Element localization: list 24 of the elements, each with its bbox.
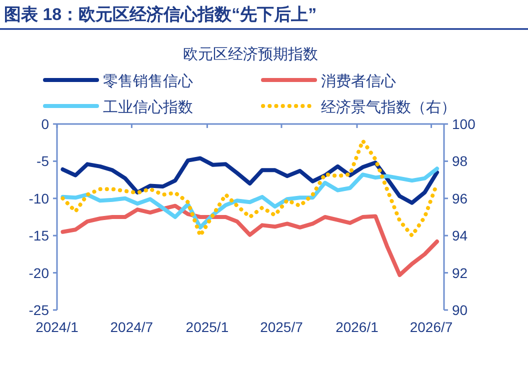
x-tick-label: 2026/1 [336, 319, 379, 335]
y-tick-label: -15 [28, 228, 50, 244]
chart-title: 图表 18：欧元区经济信心指数“先下后上” [4, 5, 317, 24]
y-tick-label: -5 [36, 153, 50, 170]
x-tick-label: 2024/7 [110, 319, 154, 335]
x-tick-label: 2025/1 [186, 319, 229, 335]
y2-tick-label: 100 [452, 116, 476, 132]
y-tick-label: -10 [28, 190, 50, 206]
y-tick-label: -20 [28, 264, 50, 281]
y2-tick-label: 94 [452, 228, 468, 244]
y-tick-label: 0 [41, 116, 50, 132]
y2-tick-label: 90 [452, 302, 468, 318]
y2-tick-label: 98 [452, 153, 468, 170]
y2-tick-label: 96 [452, 190, 468, 206]
y-tick-label: -25 [28, 302, 50, 318]
legend-label: 工业信心指数 [103, 99, 193, 116]
x-tick-label: 2024/1 [36, 319, 79, 335]
legend-label: 经济景气指数（右） [321, 99, 456, 116]
legend-label: 消费者信心 [321, 73, 396, 90]
y2-tick-label: 92 [452, 264, 468, 281]
chart-subtitle: 欧元区经济预期指数 [183, 46, 318, 63]
x-tick-label: 2026/7 [410, 319, 453, 335]
legend-label: 零售销售信心 [103, 73, 193, 90]
x-tick-label: 2025/7 [260, 319, 304, 335]
